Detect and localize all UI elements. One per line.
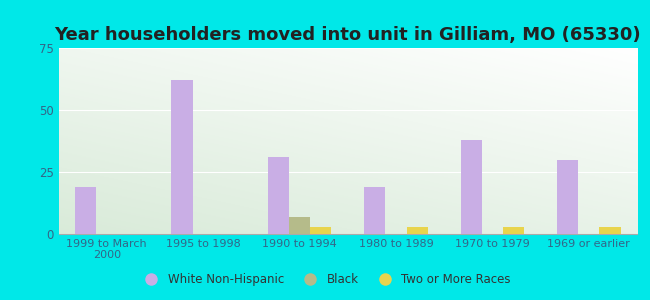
Title: Year householders moved into unit in Gilliam, MO (65330): Year householders moved into unit in Gil… [55,26,641,44]
Bar [557,160,578,234]
Bar [599,226,621,234]
Bar [75,187,96,234]
Bar [172,80,192,234]
Bar [310,226,332,234]
Bar [289,217,310,234]
Bar [503,226,524,234]
Bar [461,140,482,234]
Bar [268,157,289,234]
Legend: White Non-Hispanic, Black, Two or More Races: White Non-Hispanic, Black, Two or More R… [135,269,515,291]
Bar [406,226,428,234]
Bar [364,187,385,234]
